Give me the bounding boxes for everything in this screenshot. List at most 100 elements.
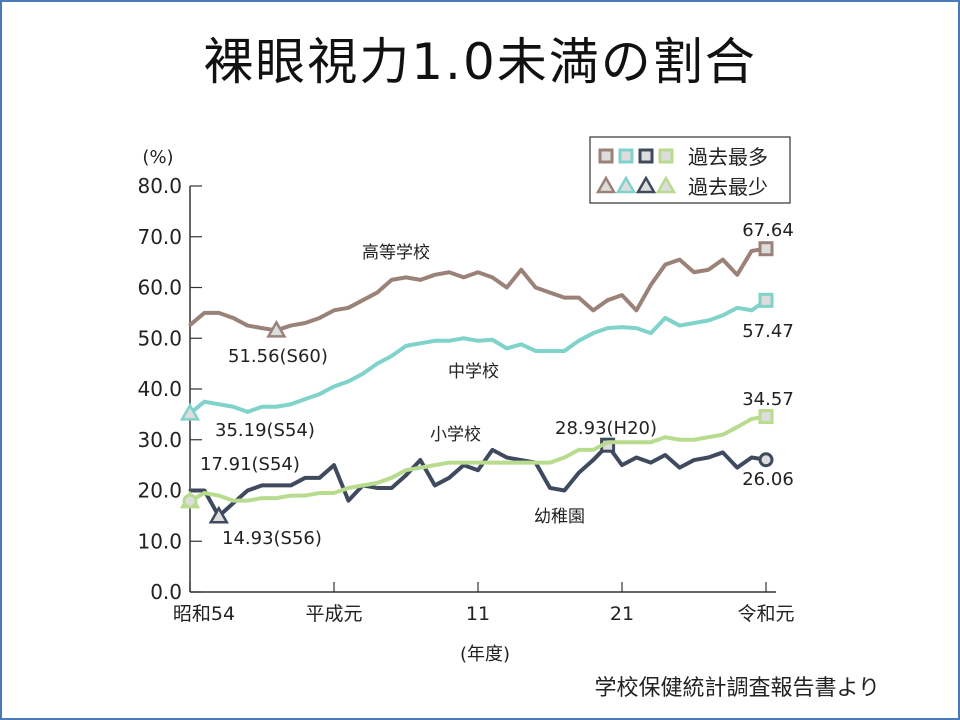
data-point-kg [433, 483, 437, 487]
legend-min-marker [635, 175, 657, 194]
data-point-es [678, 438, 682, 442]
data-point-hs [663, 263, 667, 267]
data-point-es [750, 417, 754, 421]
data-point-kg [490, 448, 494, 452]
data-point-kg [577, 471, 581, 475]
data-point-hs [577, 296, 581, 300]
source-note: 学校保健統計調査報告書より [594, 676, 880, 701]
data-point-es [303, 494, 307, 498]
max-marker-es [758, 409, 774, 425]
data-point-ms [289, 402, 293, 406]
data-point-kg [591, 458, 595, 462]
x-tick-label: 11 [466, 603, 490, 625]
x-tick-label: 平成元 [305, 603, 362, 625]
data-point-hs [390, 278, 394, 282]
data-point-ms [404, 344, 408, 348]
legend-min-marker [615, 175, 637, 194]
legend-max-marker [598, 148, 614, 164]
page-title: 裸眼視力1.0未満の割合 [203, 33, 757, 91]
max-marker-hs [758, 241, 774, 257]
data-point-es [505, 461, 509, 465]
x-tick-label: 21 [610, 603, 634, 625]
data-point-hs [534, 286, 538, 289]
y-tick-label: 10.0 [137, 529, 182, 553]
data-point-kg [721, 450, 725, 454]
y-tick-label: 40.0 [137, 377, 182, 401]
y-tick-label: 30.0 [137, 428, 182, 452]
data-point-hs [735, 273, 739, 277]
data-point-ms [274, 405, 278, 409]
data-point-hs [418, 278, 422, 282]
data-point-es [462, 461, 466, 465]
data-point-kg [649, 461, 653, 465]
min-label-hs: 51.56(S60) [228, 346, 328, 367]
data-point-kg [246, 489, 250, 492]
data-point-ms [548, 349, 552, 353]
min-label-ms: 35.19(S54) [215, 420, 315, 441]
legend-min-marker [595, 175, 617, 194]
y-axis-label: (%) [142, 147, 173, 168]
legend-min-marker [655, 175, 677, 194]
data-point-kg [447, 476, 451, 480]
data-point-es [260, 496, 264, 500]
data-point-es [577, 448, 581, 452]
start-marker-es [182, 493, 198, 509]
data-point-es [476, 461, 480, 465]
data-point-ms [620, 325, 624, 329]
data-point-ms [706, 318, 710, 322]
data-point-es [246, 499, 250, 503]
end-label-kg: 26.06 [742, 469, 794, 490]
data-point-hs [217, 311, 221, 315]
data-point-kg [634, 456, 638, 460]
data-point-ms [692, 321, 696, 325]
data-point-ms [217, 402, 221, 406]
data-point-es [346, 486, 350, 490]
data-point-es [721, 433, 725, 437]
data-point-hs [721, 258, 725, 262]
data-point-kg [692, 458, 696, 462]
max-marker-ms [758, 292, 774, 308]
data-point-hs [188, 323, 192, 327]
data-point-es [591, 448, 595, 452]
data-point-hs [202, 311, 206, 315]
data-point-ms [663, 316, 667, 320]
data-point-ms [433, 339, 437, 343]
data-point-es [375, 481, 379, 485]
x-tick-label: 昭和54 [173, 603, 235, 625]
data-point-hs [692, 270, 696, 274]
data-point-hs [260, 326, 264, 330]
y-tick-label: 0.0 [150, 580, 182, 604]
data-point-ms [519, 342, 523, 346]
data-point-ms [490, 338, 494, 342]
data-point-kg [332, 463, 336, 467]
data-point-es [289, 494, 293, 498]
legend-max-label: 過去最多 [688, 145, 768, 169]
data-point-hs [246, 324, 250, 328]
data-point-ms [231, 405, 235, 409]
data-point-kg [562, 489, 566, 492]
data-point-hs [447, 270, 451, 274]
data-point-hs [318, 316, 322, 320]
max-label-kg: 28.93(H20) [555, 418, 657, 439]
data-point-ms [505, 346, 509, 350]
data-point-ms [735, 306, 739, 310]
min-label-es: 17.91(S54) [200, 454, 300, 475]
data-point-ms [318, 392, 322, 396]
data-point-es [274, 496, 278, 500]
y-tick-label: 60.0 [137, 276, 182, 300]
data-point-ms [534, 349, 538, 353]
data-point-hs [649, 283, 653, 287]
data-point-kg [260, 483, 264, 487]
y-tick-label: 20.0 [137, 479, 182, 503]
series-name-es: 小学校 [430, 425, 481, 445]
data-point-es [202, 491, 206, 495]
data-point-kg [505, 456, 509, 460]
data-point-kg [318, 476, 322, 480]
min-marker-hs [266, 319, 287, 338]
data-point-kg [678, 466, 682, 470]
legend-max-marker [618, 148, 634, 164]
data-point-ms [750, 308, 754, 312]
data-point-hs [231, 316, 235, 320]
data-point-hs [519, 268, 523, 272]
